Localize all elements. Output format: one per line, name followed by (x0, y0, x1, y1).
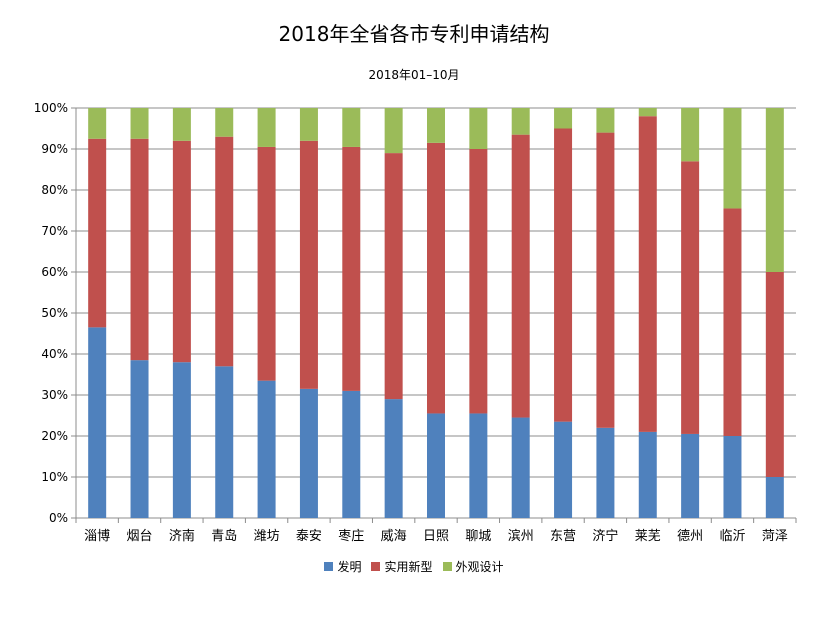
legend-swatch (442, 562, 452, 571)
bar-segment (554, 108, 573, 129)
y-tick-label: 90% (41, 142, 68, 156)
x-tick-label: 济南 (169, 528, 195, 544)
legend-item: 外观设计 (442, 558, 504, 575)
x-tick-label: 淄博 (84, 529, 110, 544)
bar-segment (384, 153, 403, 400)
bar-segment (723, 108, 742, 209)
bar-segment (511, 417, 530, 518)
bar-segment (596, 132, 615, 428)
legend-item: 发明 (324, 558, 361, 575)
bar-segment (215, 108, 234, 137)
x-tick-label: 烟台 (127, 529, 153, 544)
bar-segment (172, 108, 191, 141)
bar-segment (215, 366, 234, 518)
bar-segment (257, 380, 276, 518)
bar-segment (765, 108, 784, 272)
x-tick-label: 威海 (381, 529, 407, 544)
y-tick-label: 70% (41, 224, 68, 238)
bar-segment (427, 413, 445, 518)
bar-segment (469, 413, 488, 518)
bar-segment (88, 138, 107, 328)
bar-segment (681, 108, 700, 162)
bar-segment (596, 427, 615, 518)
bar-segment (511, 134, 530, 418)
bar-segment (765, 272, 784, 477)
bar-segment (511, 108, 530, 135)
legend-item: 实用新型 (371, 558, 433, 575)
bar-segment (88, 327, 107, 518)
x-tick-label: 滨州 (508, 528, 534, 544)
x-tick-label: 青岛 (211, 528, 237, 544)
bar-segment (384, 108, 403, 154)
bar-segment (257, 146, 276, 381)
bar-segment (638, 116, 657, 432)
x-tick-label: 济宁 (592, 528, 618, 544)
legend: 发明 实用新型 外观设计 (0, 558, 828, 575)
legend-label: 实用新型 (384, 560, 433, 574)
bar-segment (469, 108, 488, 149)
y-tick-label: 10% (41, 470, 68, 484)
bar-segment (427, 142, 445, 414)
chart-subtitle: 2018年01–10月 (368, 68, 460, 82)
bar-segment (172, 362, 191, 518)
legend-label: 外观设计 (455, 560, 504, 574)
legend-swatch (371, 562, 381, 571)
legend-label: 发明 (337, 560, 362, 574)
y-tick-label: 20% (41, 429, 68, 443)
bar-segment (215, 136, 234, 367)
bar-segment (384, 399, 403, 518)
bar-segment (342, 390, 361, 518)
bar-segment (554, 128, 573, 422)
bar-segment (342, 108, 361, 147)
bar-segment (638, 431, 657, 518)
bar-segment (681, 433, 700, 518)
bar-segment (681, 161, 700, 434)
bar-segment (342, 146, 361, 391)
x-tick-label: 德州 (677, 529, 703, 544)
y-tick-label: 60% (41, 265, 68, 279)
bar-segment (596, 108, 615, 133)
x-tick-label: 莱芜 (635, 529, 661, 544)
bar-segment (723, 208, 742, 436)
bar-segment (299, 108, 318, 141)
y-tick-label: 30% (41, 388, 68, 402)
bar-segment (638, 108, 657, 117)
x-tick-label: 临沂 (719, 529, 745, 544)
chart-title: 2018年全省各市专利申请结构 (278, 22, 550, 46)
y-tick-label: 50% (41, 306, 68, 320)
x-tick-label: 潍坊 (254, 529, 280, 544)
bar-segment (554, 421, 573, 518)
y-tick-label: 40% (41, 347, 68, 361)
x-tick-label: 聊城 (465, 529, 491, 544)
bar-segment (765, 477, 784, 518)
x-tick-label: 枣庄 (338, 528, 364, 544)
x-tick-label: 泰安 (296, 529, 322, 544)
bar-segment (130, 138, 149, 361)
y-tick-label: 100% (34, 101, 68, 115)
bar-segment (88, 108, 107, 139)
bar-segment (299, 140, 318, 389)
bar-segment (257, 108, 276, 147)
bar-segment (469, 149, 488, 414)
bar-segment (172, 140, 191, 363)
bar-segment (723, 436, 742, 518)
legend-swatch (324, 562, 334, 571)
bar-segment (427, 108, 445, 143)
bar-segment (299, 388, 318, 518)
y-tick-label: 80% (41, 183, 68, 197)
x-tick-label: 东营 (550, 529, 576, 544)
bar-segment (130, 108, 149, 139)
x-tick-label: 日照 (423, 529, 449, 544)
x-tick-label: 菏泽 (762, 529, 788, 544)
y-tick-label: 0% (49, 511, 68, 525)
bar-segment (130, 360, 149, 518)
